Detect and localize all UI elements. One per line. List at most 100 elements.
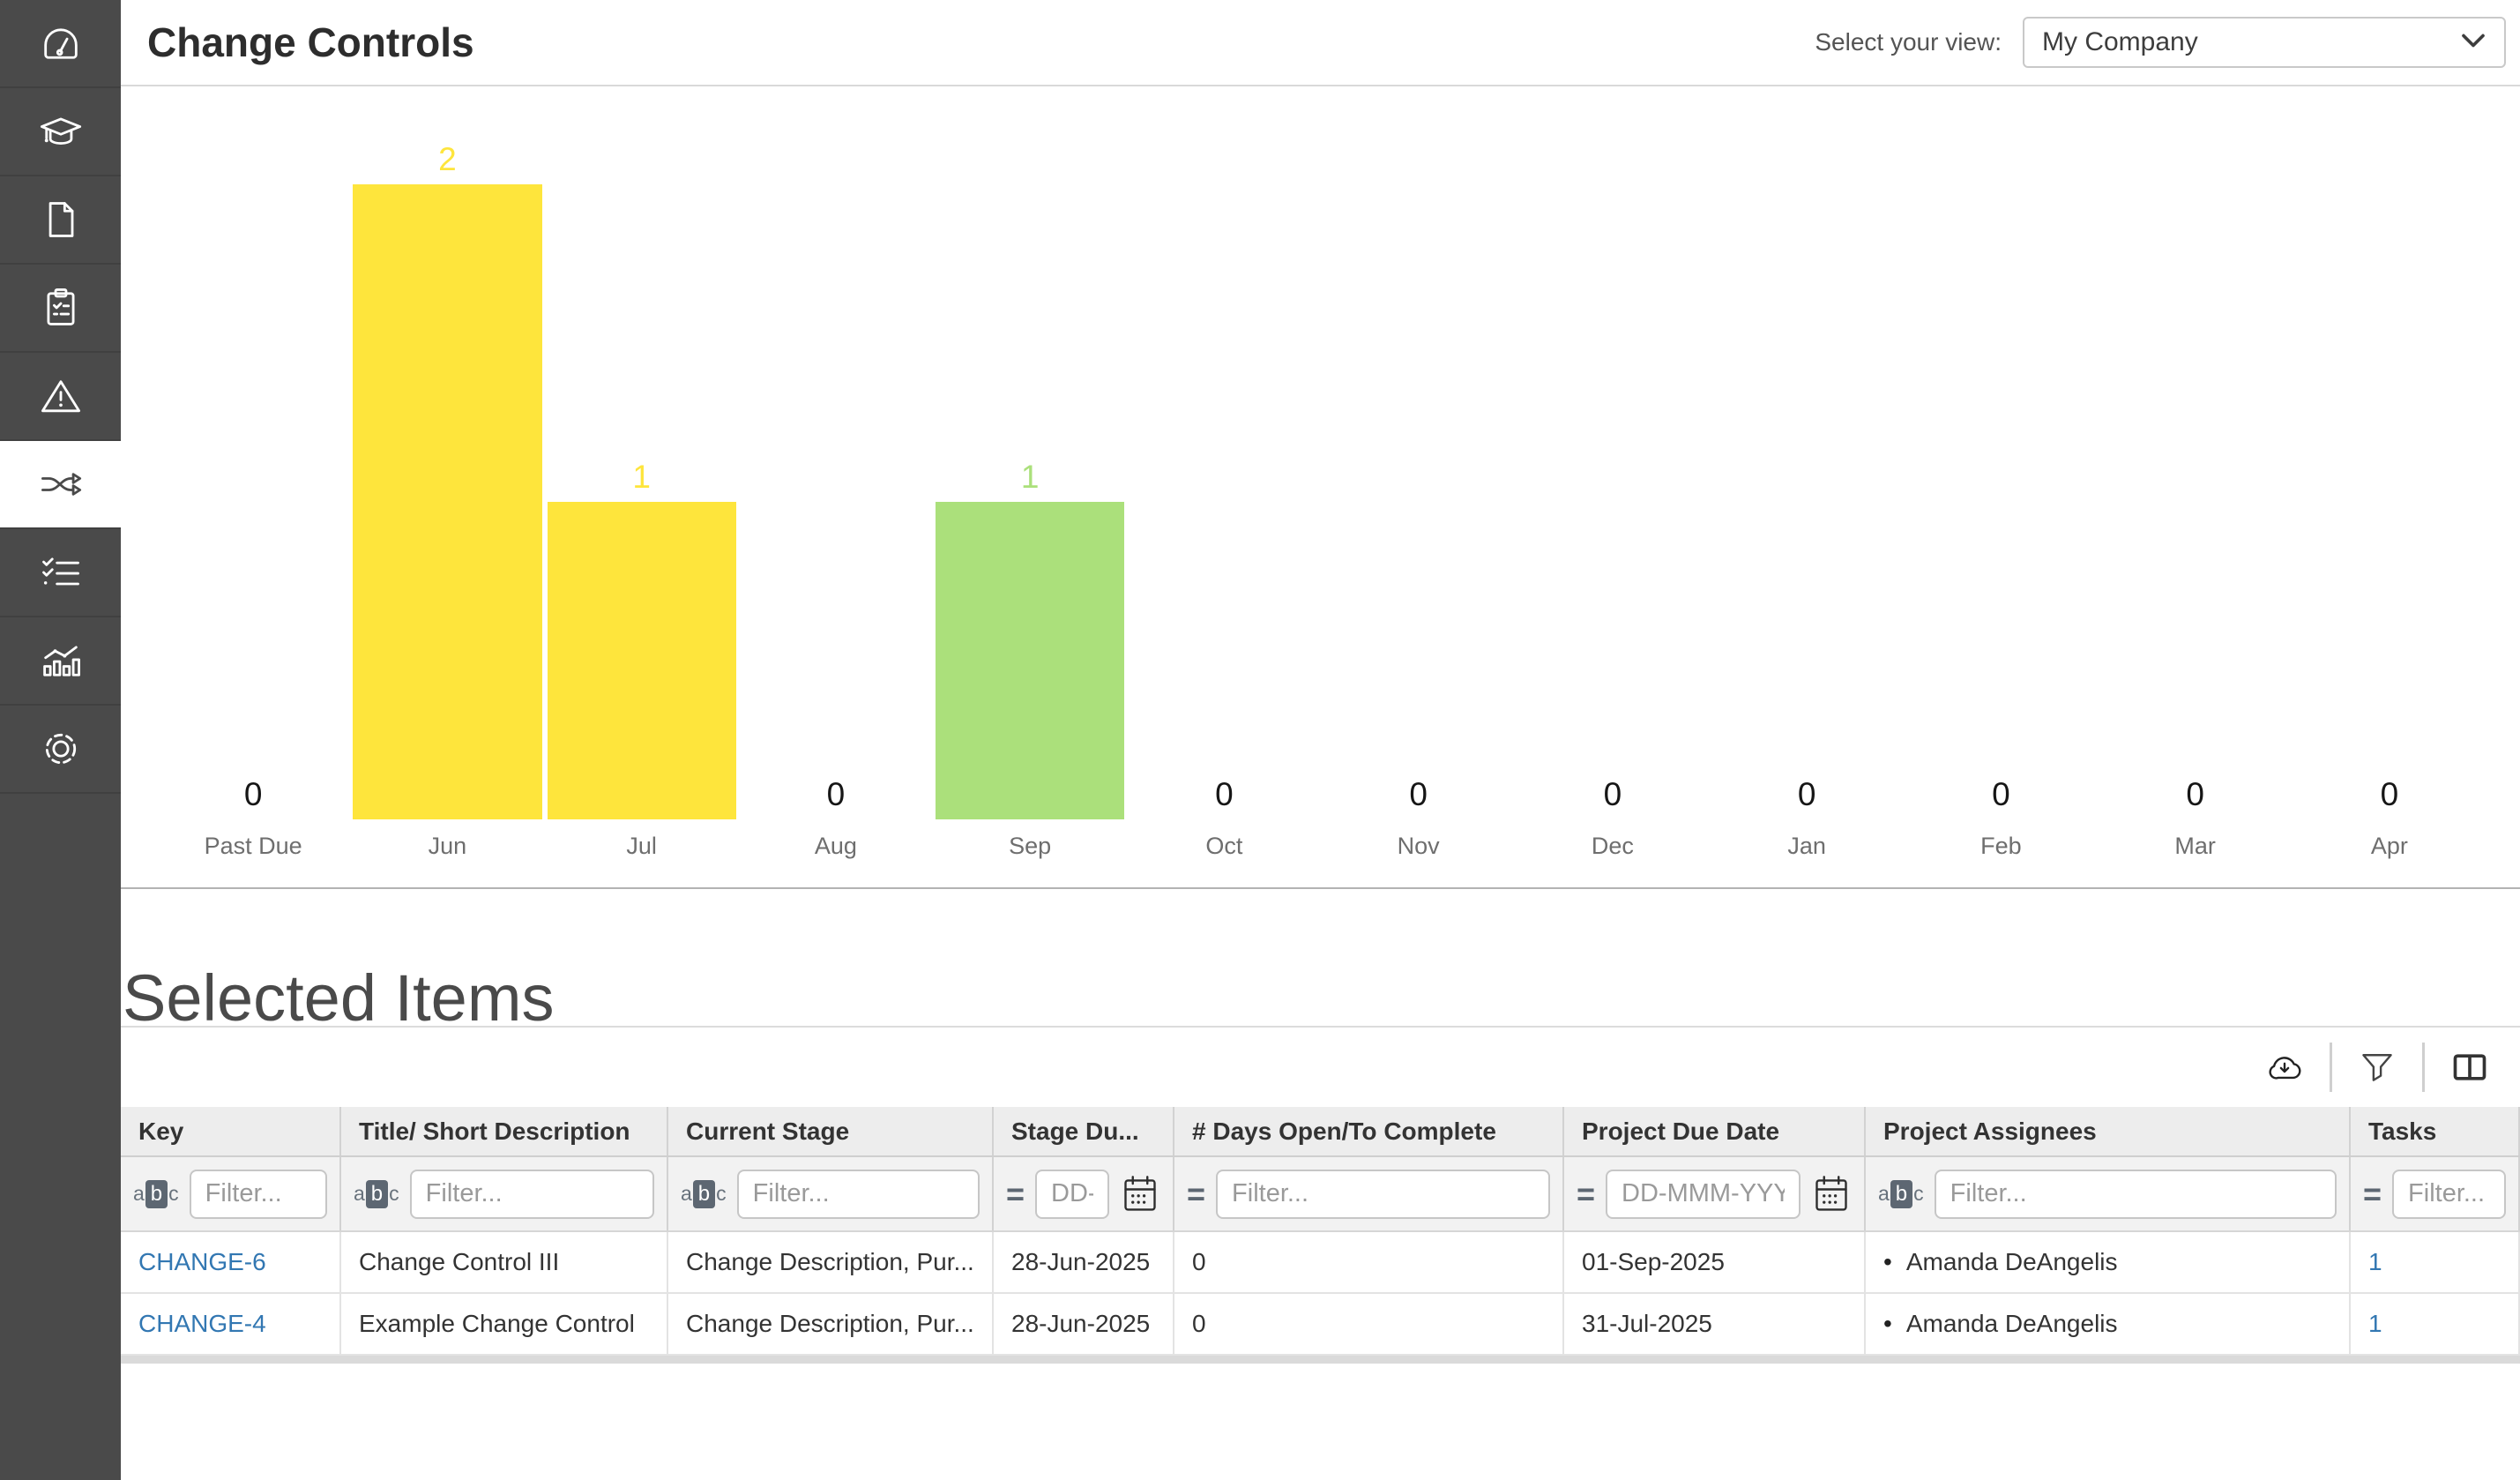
sidebar-item-reports[interactable] — [0, 617, 121, 706]
tasks-link[interactable]: 1 — [2368, 1248, 2382, 1275]
column-header-current-stage[interactable]: Current Stage — [668, 1107, 994, 1155]
toolbar-divider — [121, 1026, 2520, 1028]
view-selector: Select your view: My Company — [1815, 17, 2506, 68]
chart-x-axis-labels: Past Due Jun Jul Aug Sep Oct Nov Dec Jan Feb Mar Ap… — [156, 833, 2486, 860]
bar-value-label: 0 — [1992, 776, 2010, 812]
x-axis-label: Aug — [814, 833, 857, 859]
x-axis-label: Mar — [2174, 833, 2216, 859]
warning-triangle-icon — [38, 373, 84, 419]
cell-tasks: 1 — [2351, 1294, 2520, 1354]
filter-input[interactable] — [1035, 1169, 1109, 1219]
equals-filter-type-icon[interactable]: = — [1006, 1175, 1025, 1212]
x-axis-label: Sep — [1009, 833, 1052, 859]
chart-column-nov: 0 — [1322, 184, 1516, 819]
chart-column-past-due: 0 — [156, 184, 350, 819]
sidebar-item-settings[interactable] — [0, 706, 121, 794]
clipboard-icon — [38, 285, 84, 331]
toolbar-separator — [2330, 1043, 2332, 1092]
bar-jul[interactable] — [547, 502, 736, 819]
equals-filter-type-icon[interactable]: = — [1187, 1175, 1206, 1212]
chart-column-jun: 2 — [350, 143, 544, 819]
sidebar — [0, 0, 121, 1480]
cell-current-stage: Change Description, Pur... — [668, 1232, 994, 1292]
cell-current-stage: Change Description, Pur... — [668, 1294, 994, 1354]
cell-tasks: 1 — [2351, 1232, 2520, 1292]
x-axis-label: Oct — [1205, 833, 1243, 859]
sidebar-item-training[interactable] — [0, 88, 121, 176]
bar-value-label: 0 — [1797, 776, 1816, 812]
bar-chart: 0 2 1 0 1 0 0 0 0 0 0 0 — [156, 143, 2486, 819]
column-header-title-short-description[interactable]: Title/ Short Description — [341, 1107, 668, 1155]
filter-input[interactable] — [736, 1169, 980, 1219]
bar-value-label: 2 — [438, 141, 457, 177]
x-axis-label: Feb — [1980, 833, 2022, 859]
cell-key: CHANGE-6 — [121, 1232, 341, 1292]
filter-cell: = — [2351, 1157, 2520, 1230]
checklist-icon — [38, 549, 84, 595]
chart-column-oct: 0 — [1127, 184, 1321, 819]
filter-input[interactable] — [1934, 1169, 2337, 1219]
sidebar-item-issues[interactable] — [0, 353, 121, 441]
column-header-tasks[interactable]: Tasks — [2351, 1107, 2520, 1155]
filter-cell: = — [994, 1157, 1174, 1230]
cell-title: Example Change Control — [341, 1294, 668, 1354]
section-title: Selected Items — [123, 961, 555, 1035]
bar-value-label: 0 — [2186, 776, 2204, 812]
x-axis-label: Jul — [626, 833, 657, 859]
key-link[interactable]: CHANGE-6 — [138, 1248, 266, 1275]
column-header-stage-du[interactable]: Stage Du... — [994, 1107, 1174, 1155]
filter-input[interactable] — [1606, 1169, 1801, 1219]
bar-value-label: 0 — [1603, 776, 1622, 812]
top-header: Change Controls Select your view: My Com… — [121, 0, 2520, 86]
column-header-key[interactable]: Key — [121, 1107, 341, 1155]
x-axis-label: Apr — [2370, 833, 2408, 859]
sidebar-item-audits[interactable] — [0, 265, 121, 353]
bar-jun[interactable] — [353, 184, 542, 819]
cell-stage-due: 28-Jun-2025 — [994, 1294, 1174, 1354]
sidebar-item-dashboard[interactable] — [0, 0, 121, 88]
columns-icon[interactable] — [2448, 1047, 2492, 1088]
equals-filter-type-icon[interactable]: = — [2363, 1175, 2382, 1212]
assignee-name: Amanda DeAngelis — [1905, 1310, 2118, 1337]
column-header-project-due-date[interactable]: Project Due Date — [1564, 1107, 1866, 1155]
filter-input[interactable] — [189, 1169, 327, 1219]
cloud-download-icon[interactable] — [2263, 1047, 2307, 1088]
chevron-down-icon — [2460, 31, 2486, 55]
calendar-icon[interactable] — [1120, 1172, 1160, 1216]
gauge-icon — [38, 20, 84, 66]
chart-column-feb: 0 — [1904, 184, 2098, 819]
sidebar-item-documents[interactable] — [0, 176, 121, 265]
x-axis-label: Past Due — [204, 833, 302, 859]
filter-icon[interactable] — [2355, 1047, 2399, 1088]
filter-input[interactable] — [1216, 1169, 1550, 1219]
filter-input[interactable] — [409, 1169, 654, 1219]
sidebar-item-change-controls[interactable] — [0, 441, 121, 529]
toolbar-separator — [2422, 1043, 2425, 1092]
x-axis-label: Jan — [1787, 833, 1826, 859]
tasks-link[interactable]: 1 — [2368, 1310, 2382, 1337]
bar-value-label: 0 — [243, 776, 263, 812]
chart-column-jul: 1 — [545, 184, 739, 819]
table-row: CHANGE-6 Change Control III Change Descrip… — [121, 1232, 2520, 1294]
equals-filter-type-icon[interactable]: = — [1577, 1175, 1596, 1212]
bar-sep[interactable] — [936, 502, 1125, 819]
table-filter-row: abc abc abc = = = abc = — [121, 1157, 2520, 1232]
view-select-dropdown[interactable]: My Company — [2023, 17, 2506, 68]
cell-stage-due: 28-Jun-2025 — [994, 1232, 1174, 1292]
sidebar-item-tasks[interactable] — [0, 529, 121, 617]
column-header-project-assignees[interactable]: Project Assignees — [1866, 1107, 2351, 1155]
filter-input[interactable] — [2392, 1169, 2506, 1219]
column-header-days-open-to-complete[interactable]: # Days Open/To Complete — [1174, 1107, 1564, 1155]
cell-project-due: 31-Jul-2025 — [1564, 1294, 1866, 1354]
bar-value-label: 0 — [826, 776, 846, 812]
key-link[interactable]: CHANGE-4 — [138, 1310, 266, 1337]
calendar-icon[interactable] — [1811, 1172, 1852, 1216]
bullet-icon: • — [1883, 1310, 1892, 1337]
table-row: CHANGE-4 Example Change Control Change Des… — [121, 1294, 2520, 1356]
chart-column-apr: 0 — [2293, 184, 2486, 819]
